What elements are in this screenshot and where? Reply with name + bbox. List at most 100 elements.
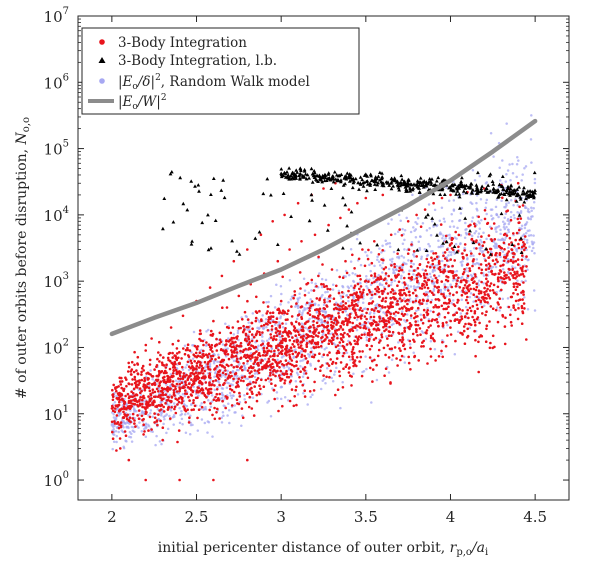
random-walk-point [437, 245, 440, 249]
three-body-point [421, 341, 424, 344]
three-body-point [473, 222, 476, 225]
three-body-point [262, 366, 266, 369]
random-walk-point [507, 222, 511, 226]
three-body-point [178, 389, 181, 393]
three-body-point [486, 280, 490, 283]
three-body-point [513, 270, 516, 274]
three-body-point [257, 364, 260, 367]
random-walk-point [130, 425, 134, 429]
three-body-point [298, 271, 302, 274]
three-body-point [232, 350, 235, 354]
random-walk-point [505, 122, 508, 125]
random-walk-point [470, 220, 474, 223]
three-body-point [509, 295, 513, 299]
three-body-point [509, 259, 513, 263]
three-body-lb-point [294, 176, 298, 180]
three-body-point [266, 360, 269, 364]
random-walk-point [273, 306, 277, 309]
three-body-point [263, 364, 266, 367]
three-body-point [437, 289, 440, 292]
three-body-lb-point [507, 189, 512, 194]
random-walk-point [281, 325, 285, 329]
three-body-point [477, 215, 481, 219]
three-body-point [474, 338, 477, 342]
three-body-lb-point [501, 187, 505, 191]
three-body-point [344, 365, 348, 369]
random-walk-point [482, 274, 486, 277]
three-body-point [141, 405, 144, 409]
random-walk-point [448, 225, 452, 228]
three-body-point [345, 343, 349, 346]
three-body-point [469, 323, 473, 327]
three-body-point [308, 390, 312, 393]
three-body-point [413, 354, 417, 358]
random-walk-point [307, 291, 311, 294]
three-body-point [363, 333, 366, 336]
three-body-point [347, 371, 351, 374]
three-body-point [448, 243, 452, 246]
three-body-point [400, 268, 404, 272]
three-body-point [273, 358, 277, 362]
random-walk-point [275, 283, 278, 286]
three-body-point [416, 266, 420, 270]
three-body-point [330, 320, 334, 324]
random-walk-point [112, 416, 116, 419]
random-walk-point [181, 368, 185, 371]
three-body-lb-point [363, 172, 368, 176]
three-body-point [432, 201, 435, 205]
three-body-point [156, 357, 159, 361]
random-walk-point [391, 257, 394, 261]
three-body-point [313, 233, 317, 237]
random-walk-point [292, 355, 296, 358]
random-walk-point [183, 413, 187, 416]
random-walk-point [509, 199, 513, 202]
three-body-point [130, 383, 134, 386]
three-body-point [391, 354, 395, 357]
three-body-point [244, 337, 247, 341]
random-walk-point [388, 258, 392, 261]
three-body-point [406, 252, 410, 255]
three-body-point [480, 334, 484, 338]
three-body-point [285, 375, 289, 379]
three-body-point [246, 318, 250, 321]
three-body-point [212, 398, 216, 402]
three-body-point [394, 319, 397, 323]
three-body-point [151, 388, 155, 392]
random-walk-point [296, 306, 300, 310]
random-walk-point [439, 290, 443, 294]
three-body-point [476, 307, 479, 311]
random-walk-point [497, 141, 501, 145]
random-walk-point [504, 206, 507, 209]
random-walk-point [499, 228, 502, 232]
three-body-point [523, 248, 526, 252]
three-body-point [381, 249, 385, 252]
random-walk-point [111, 447, 114, 451]
three-body-point [150, 428, 153, 431]
random-walk-point [349, 284, 353, 288]
three-body-point [454, 230, 458, 234]
three-body-points [110, 181, 528, 482]
random-walk-point [247, 321, 250, 324]
three-body-point [203, 369, 206, 373]
random-walk-point [245, 315, 248, 319]
three-body-point [230, 336, 234, 340]
random-walk-point [401, 242, 405, 246]
three-body-point [111, 430, 114, 434]
random-walk-point [392, 271, 395, 275]
random-walk-point [407, 259, 410, 262]
three-body-point [203, 360, 207, 364]
three-body-point [136, 386, 139, 389]
three-body-point [398, 297, 402, 300]
three-body-point [206, 356, 210, 359]
random-walk-point [451, 219, 454, 223]
three-body-point [514, 288, 518, 292]
three-body-point [159, 396, 162, 400]
three-body-point [201, 339, 205, 343]
three-body-point [209, 354, 213, 358]
three-body-lb-point [532, 170, 537, 175]
three-body-point [346, 323, 349, 327]
random-walk-point [317, 303, 320, 307]
three-body-point [166, 395, 170, 399]
random-walk-point [479, 239, 482, 242]
three-body-point [312, 355, 316, 359]
